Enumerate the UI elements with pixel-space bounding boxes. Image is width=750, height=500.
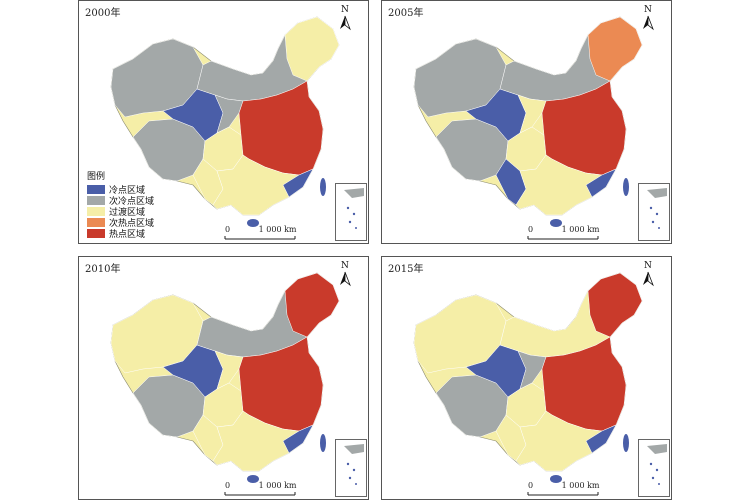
region-gansu	[214, 94, 244, 134]
legend-title: 图例	[87, 172, 106, 182]
region-northeast	[284, 272, 340, 338]
region-hainan	[550, 475, 562, 483]
region-northeast	[587, 272, 643, 338]
china-map-2015	[413, 272, 643, 483]
region-northeast	[587, 16, 643, 82]
legend-swatch	[87, 229, 105, 238]
region-taiwan	[320, 434, 326, 452]
region-gansu	[517, 94, 547, 134]
region-northeast	[284, 16, 340, 82]
south-china-sea-inset	[335, 439, 367, 497]
region-central	[541, 80, 627, 176]
region-central	[541, 336, 627, 432]
scale-bar: 0 1 000 km	[225, 481, 297, 490]
map-figure: 2000年 N 0 1 000 km 图例 冷点区域 次冷点区域 过渡区域 次热…	[78, 0, 672, 500]
region-coastSE	[585, 424, 617, 454]
china-map-2000	[110, 16, 340, 227]
legend-swatch	[87, 196, 105, 205]
map-panel-2005: 2005年 N 0 1 000 km	[381, 0, 672, 244]
map-panel-2000: 2000年 N 0 1 000 km 图例 冷点区域 次冷点区域 过渡区域 次热…	[78, 0, 369, 244]
legend-item-cold: 冷点区域	[87, 184, 154, 196]
panel-year: 2005年	[388, 8, 424, 19]
legend-swatch	[87, 207, 105, 216]
region-gansu	[214, 350, 244, 390]
china-map-2010	[110, 272, 340, 483]
region-taiwan	[623, 434, 629, 452]
legend-item-sub-cold: 次冷点区域	[87, 195, 154, 207]
north-arrow-icon: N	[641, 5, 655, 31]
legend-item-transition: 过渡区域	[87, 206, 154, 218]
region-hainan	[247, 219, 259, 227]
legend-item-sub-hot: 次热点区域	[87, 217, 154, 229]
map-legend: 图例 冷点区域 次冷点区域 过渡区域 次热点区域 热点区域	[87, 169, 154, 240]
region-coastSE	[282, 168, 314, 198]
legend-swatch	[87, 218, 105, 227]
south-china-sea-inset	[638, 183, 670, 241]
north-arrow-icon: N	[338, 261, 352, 287]
legend-item-hot: 热点区域	[87, 228, 154, 240]
region-hainan	[247, 475, 259, 483]
region-taiwan	[623, 178, 629, 196]
map-panel-2015: 2015年 N 0 1 000 km	[381, 256, 672, 500]
panel-year: 2000年	[85, 8, 121, 19]
map-panel-2010: 2010年 N 0 1 000 km	[78, 256, 369, 500]
region-taiwan	[320, 178, 326, 196]
region-coastSE	[282, 424, 314, 454]
region-gansu	[517, 350, 547, 390]
scale-bar: 0 1 000 km	[528, 481, 600, 490]
region-hainan	[550, 219, 562, 227]
panel-year: 2010年	[85, 264, 121, 275]
region-central	[238, 336, 324, 432]
region-coastSE	[585, 168, 617, 198]
scale-bar: 0 1 000 km	[528, 225, 600, 234]
panel-year: 2015年	[388, 264, 424, 275]
south-china-sea-inset	[638, 439, 670, 497]
region-central	[238, 80, 324, 176]
scale-bar: 0 1 000 km	[225, 225, 297, 234]
china-map-2005	[413, 16, 643, 227]
legend-swatch	[87, 185, 105, 194]
north-arrow-icon: N	[641, 261, 655, 287]
north-arrow-icon: N	[338, 5, 352, 31]
south-china-sea-inset	[335, 183, 367, 241]
